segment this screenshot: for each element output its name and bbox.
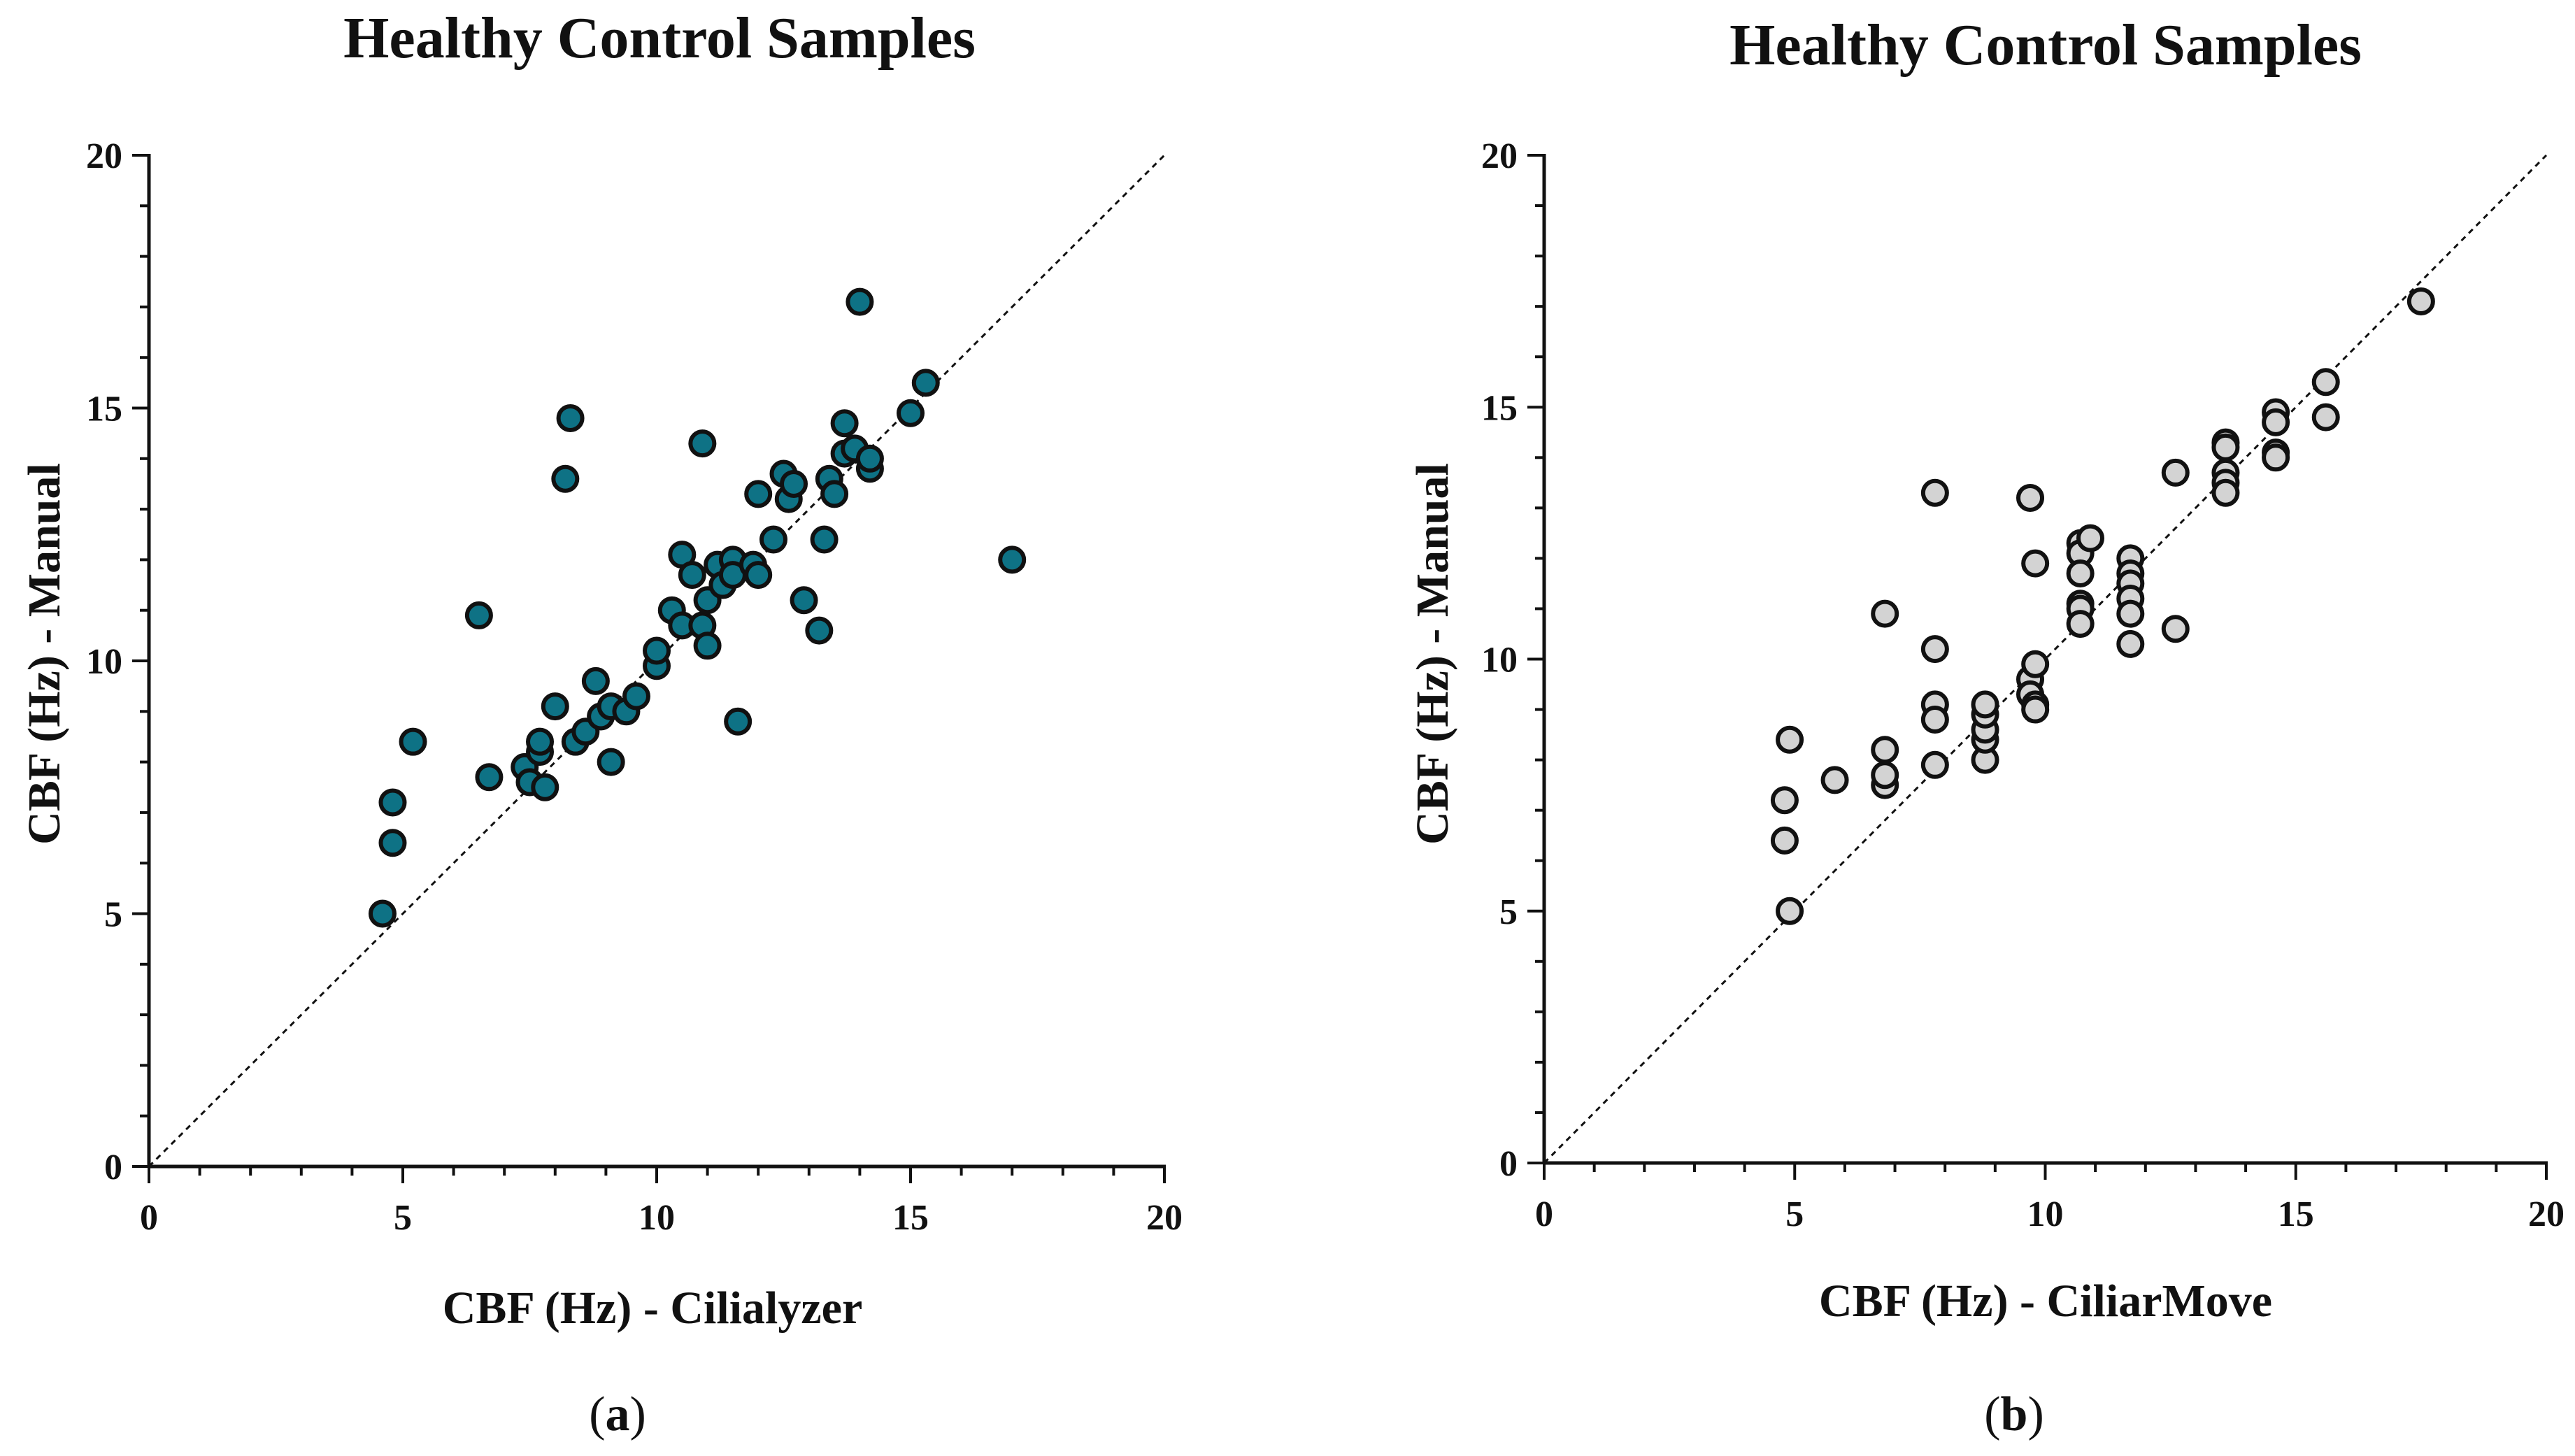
chart-a-point [897,399,925,427]
chart-b-point [2116,599,2145,628]
chart-a-point [688,429,717,458]
chart-a-point [846,287,874,316]
chart-b-point [2021,650,2050,678]
chart-b-x-tick-label: 20 [2528,1194,2565,1234]
chart-b-y-tick-label: 5 [1499,892,1518,932]
chart-a-x-tick-label: 20 [1146,1198,1183,1238]
chart-b-point [2406,287,2435,315]
chart-a: Healthy Control Samples CBF (Hz) - Cilia… [19,6,1183,1441]
chart-b-point [1776,725,1804,754]
chart-b-point [2021,695,2050,724]
chart-a-point [378,788,407,817]
chart-a-x-tick-label: 10 [639,1198,675,1238]
chart-a-x-tick-label: 5 [394,1198,412,1238]
chart-b-point [1920,750,1949,779]
chart-b-point [1920,705,1949,734]
chart-b-point [1871,736,1899,764]
chart-b-point [2161,615,2190,643]
chart-a-x-label: CBF (Hz) - Cilialyzer [443,1283,863,1334]
chart-b-title: Healthy Control Samples [1729,13,2362,78]
chart-a-y-tick-label: 0 [104,1148,122,1187]
chart-a-point [780,469,808,498]
chart-b-y-tick-label: 15 [1481,388,1518,428]
chart-a-panel-label: (a) [589,1387,646,1441]
chart-a-point [678,561,706,590]
chart-b-point [2076,524,2104,552]
chart-b-point [2211,478,2240,507]
chart-b-y-tick-label: 0 [1499,1144,1518,1184]
chart-a-y-label: CBF (Hz) - Manual [19,463,70,845]
chart-a-title: Healthy Control Samples [343,6,976,71]
chart-a-point [597,748,625,776]
chart-b-point [1971,690,1999,719]
chart-b-panel-letter: b [2001,1387,2028,1441]
chart-a-point [531,773,559,801]
chart-a-point [378,829,407,857]
chart-b-y-tick-label: 20 [1481,136,1518,176]
chart-a-point [581,666,610,695]
chart-b-point [1820,766,1849,794]
chart-a-y-tick-label: 20 [86,136,122,176]
chart-b-point [2066,610,2095,638]
chart-a-x-tick-label: 15 [892,1198,929,1238]
chart-b-point [1770,786,1799,815]
chart-a-point [744,561,773,590]
chart-b-point [1871,599,1899,628]
chart-b-point [2016,483,2045,512]
chart-a-point [998,545,1027,574]
chart-a-point [464,601,493,629]
chart-b-point [2021,549,2050,578]
chart-a-x-tick-label: 0 [140,1198,158,1238]
chart-b-point [2262,443,2290,472]
chart-b-y-label: CBF (Hz) - Manual [1407,463,1458,845]
chart-a-point [368,899,397,928]
chart-a-point [526,727,555,756]
chart-b-point [2211,433,2240,462]
chart-a-point [790,586,818,615]
chart-b-point [2161,458,2190,487]
chart-a-point [724,707,752,736]
chart-b-point [2311,368,2340,397]
chart-b-point [2116,629,2145,658]
chart-b-point [2311,403,2340,431]
chart-a-point [820,480,849,508]
chart-a-y-tick-label: 10 [86,642,122,682]
chart-a-point [475,763,504,792]
chart-b-point [1770,826,1799,855]
chart-b-x-tick-label: 10 [2027,1194,2064,1234]
chart-a-point [855,444,884,473]
chart-a-point [399,727,427,756]
chart-a-point [759,525,787,554]
chart-b-point [2262,408,2290,436]
chart-a-y-tick-label: 15 [86,390,122,429]
chart-a-point [693,631,722,660]
chart-a-point [830,409,859,438]
chart-b-point [2066,559,2095,588]
chart-b: Healthy Control Samples CBF (Hz) - Cilia… [1407,13,2565,1441]
chart-a-point [556,404,585,432]
chart-a-point [744,480,773,508]
chart-a-y-tick-label: 5 [104,895,122,935]
chart-a-point [622,682,650,711]
chart-a-point [810,525,839,554]
chart-b-point [1920,635,1949,664]
chart-b-panel-label: (b) [1984,1387,2044,1441]
chart-b-point [1871,761,1899,790]
chart-a-point [643,636,671,665]
chart-a-panel-letter: a [606,1387,630,1441]
chart-a-point [805,616,834,645]
chart-b-point [1920,478,1949,507]
chart-a-point [541,692,569,721]
chart-b-x-tick-label: 15 [2278,1194,2314,1234]
chart-a-point [551,464,580,493]
chart-b-y-tick-label: 10 [1481,641,1518,680]
chart-b-x-tick-label: 5 [1785,1194,1804,1234]
chart-b-point [1776,897,1804,925]
chart-a-point [911,369,940,397]
chart-b-x-label: CBF (Hz) - CiliarMove [1819,1276,2272,1327]
chart-b-x-tick-label: 0 [1535,1194,1553,1234]
